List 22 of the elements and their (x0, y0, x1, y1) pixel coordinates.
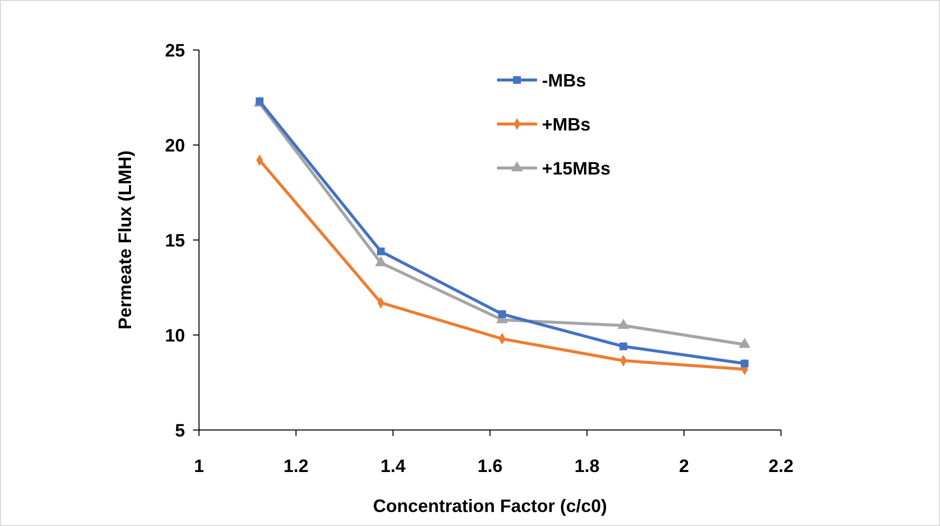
x-axis-title: Concentration Factor (c/c0) (372, 496, 608, 516)
x-tick-label: 1.4 (380, 456, 406, 476)
x-tick-label: 1.2 (283, 456, 309, 476)
x-tick-label: 1.6 (477, 456, 503, 476)
point (740, 360, 748, 368)
y-tick-label: 10 (164, 325, 185, 346)
legend-label: +MBs (542, 114, 591, 134)
x-tick-label: 2 (678, 456, 690, 476)
point (620, 342, 628, 350)
point (498, 310, 506, 318)
y-tick-label: 25 (164, 40, 185, 60)
x-tick-label: 1 (194, 456, 204, 476)
x-tick-label: 1.8 (574, 456, 600, 476)
point (377, 248, 385, 256)
y-axis-title: Permeate Flux (LMH) (115, 150, 135, 330)
y-tick-label: 15 (164, 230, 185, 250)
y-tick-label: 5 (174, 420, 185, 440)
point (374, 256, 387, 266)
legend-label: +15MBs (542, 158, 611, 178)
x-tick-label: 2.2 (768, 456, 794, 476)
legend-label: -MBs (542, 70, 586, 90)
y-tick-label: 20 (164, 135, 185, 156)
